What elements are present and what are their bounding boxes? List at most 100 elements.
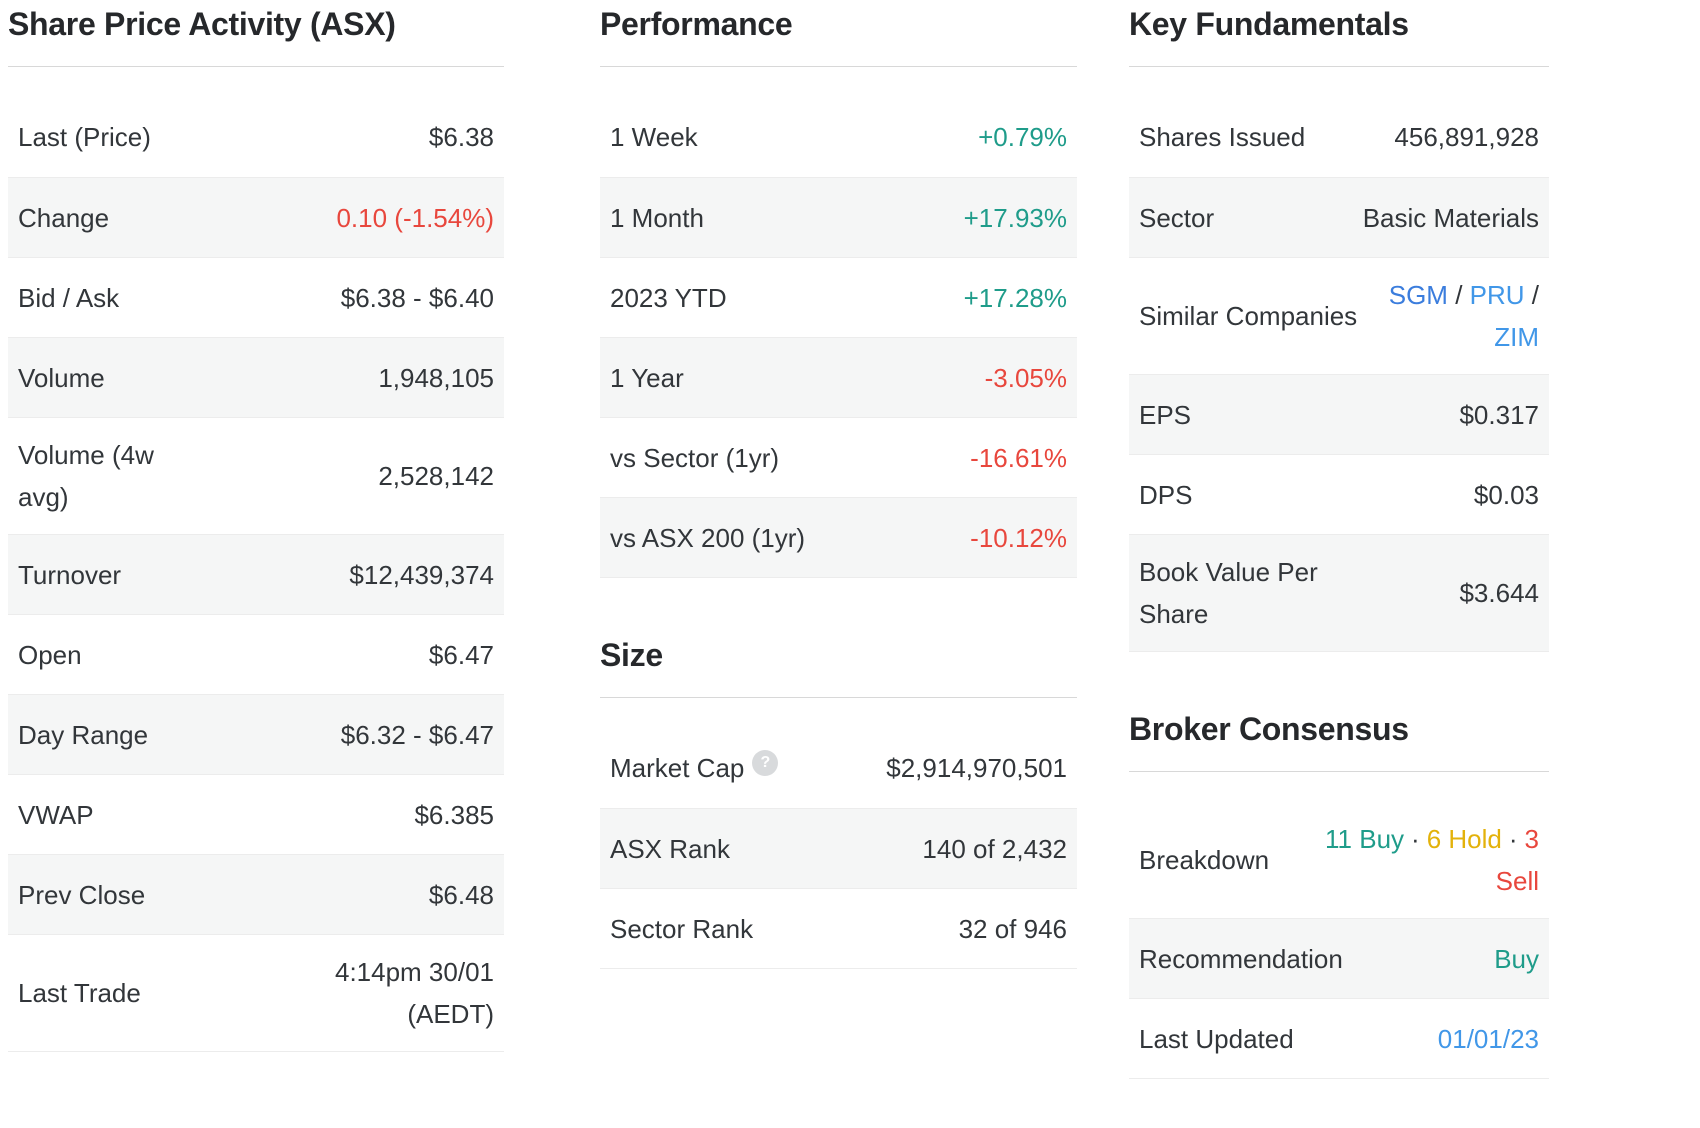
- row-label: Shares Issued: [1139, 122, 1306, 152]
- table-row: Book Value Per Share $3.644: [1129, 534, 1549, 651]
- row-label: Sector: [1139, 202, 1215, 233]
- row-label: vs Sector (1yr): [610, 442, 780, 473]
- row-value: 1,948,105: [378, 362, 494, 393]
- section-divider: [600, 697, 1077, 698]
- table-row: vs ASX 200 (1yr) -10.12%: [600, 497, 1077, 577]
- last-updated-link[interactable]: 01/01/23: [1437, 1023, 1539, 1054]
- table-row: Similar Companies SGM / PRU / ZIM: [1129, 257, 1549, 374]
- row-label: 1 Year: [610, 362, 684, 393]
- similar-company-link[interactable]: ZIM: [1494, 322, 1539, 352]
- table-row: Last Trade 4:14pm 30/01 (AEDT): [8, 934, 504, 1051]
- row-label: Turnover: [18, 559, 122, 590]
- row-label: Last Updated: [1139, 1023, 1294, 1054]
- table-row: 1 Year -3.05%: [600, 337, 1077, 417]
- similar-company-link[interactable]: PRU: [1469, 280, 1525, 310]
- size-table: Market Cap? $2,914,970,501 ASX Rank 140 …: [600, 728, 1077, 969]
- table-row: EPS $0.317: [1129, 374, 1549, 454]
- section-divider: [600, 66, 1077, 67]
- row-label: Book Value Per Share: [1139, 557, 1318, 629]
- table-row: Sector Rank 32 of 946: [600, 888, 1077, 968]
- row-label: ASX Rank: [610, 833, 730, 864]
- section-divider: [1129, 66, 1549, 67]
- table-row: Last Updated 01/01/23: [1129, 998, 1549, 1078]
- share-price-activity-column: Share Price Activity (ASX) Last (Price) …: [8, 2, 504, 1079]
- table-row: Shares Issued 456,891,928: [1129, 97, 1549, 177]
- row-value: 32 of 946: [958, 913, 1067, 944]
- row-label: Day Range: [18, 719, 149, 750]
- key-fundamentals-table: Shares Issued 456,891,928 Sector Basic M…: [1129, 97, 1549, 652]
- row-value: $0.317: [1459, 399, 1539, 430]
- table-row: Last (Price) $6.38: [8, 97, 504, 177]
- section-title: Size: [600, 637, 663, 673]
- row-value: $6.47: [428, 639, 494, 670]
- row-label: DPS: [1139, 479, 1193, 510]
- row-value: 4:14pm 30/01 (AEDT): [334, 957, 494, 1029]
- broker-consensus-section: Broker Consensus Breakdown 11 Buy · 6 Hold…: [1129, 707, 1549, 1079]
- similar-company-link[interactable]: SGM: [1388, 280, 1448, 310]
- row-value: $3.644: [1459, 578, 1539, 608]
- table-row: Volume (4w avg) 2,528,142: [8, 417, 504, 534]
- row-value: 140 of 2,432: [922, 833, 1067, 864]
- table-row: Market Cap? $2,914,970,501: [600, 728, 1077, 808]
- row-value: $6.385: [414, 799, 494, 830]
- table-row: ASX Rank 140 of 2,432: [600, 808, 1077, 888]
- broker-breakdown-value: 11 Buy · 6 Hold · 3 Sell: [1304, 818, 1539, 902]
- size-section: Size Market Cap? $2,914,970,501 ASX Rank…: [600, 633, 1077, 969]
- share-price-activity-section: Share Price Activity (ASX) Last (Price) …: [8, 2, 504, 1052]
- section-title: Broker Consensus: [1129, 711, 1409, 747]
- row-value: +17.28%: [963, 282, 1067, 313]
- row-value: Buy: [1494, 943, 1539, 974]
- section-title: Key Fundamentals: [1129, 6, 1409, 42]
- row-label: Volume: [18, 362, 105, 393]
- table-row: Day Range $6.32 - $6.47: [8, 694, 504, 774]
- key-fundamentals-section: Key Fundamentals Shares Issued 456,891,9…: [1129, 2, 1549, 652]
- section-divider: [1129, 771, 1549, 772]
- table-row: 1 Month +17.93%: [600, 177, 1077, 257]
- sell-count: 3 Sell: [1495, 824, 1539, 896]
- row-value: +0.79%: [978, 122, 1067, 152]
- section-title: Performance: [600, 6, 793, 42]
- question-mark-icon[interactable]: ?: [752, 750, 779, 776]
- link-separator: /: [1447, 280, 1470, 310]
- row-label: Prev Close: [18, 879, 146, 910]
- table-row: Breakdown 11 Buy · 6 Hold · 3 Sell: [1129, 802, 1549, 918]
- row-value: $6.32 - $6.47: [340, 719, 494, 750]
- table-row: Turnover $12,439,374: [8, 534, 504, 614]
- dot-separator: ·: [1508, 824, 1518, 854]
- table-row: Change 0.10 (-1.54%): [8, 177, 504, 257]
- similar-companies-links: SGM / PRU / ZIM: [1365, 274, 1539, 358]
- row-label: VWAP: [18, 799, 94, 830]
- row-value: -10.12%: [970, 522, 1067, 553]
- table-row: DPS $0.03: [1129, 454, 1549, 534]
- key-fundamentals-column: Key Fundamentals Shares Issued 456,891,9…: [1129, 2, 1549, 1079]
- table-row: 1 Week +0.79%: [600, 97, 1077, 177]
- table-row: Sector Basic Materials: [1129, 177, 1549, 257]
- share-price-activity-table: Last (Price) $6.38 Change 0.10 (-1.54%) …: [8, 97, 504, 1052]
- row-label: vs ASX 200 (1yr): [610, 522, 806, 553]
- row-label: Change: [18, 202, 110, 233]
- row-label: EPS: [1139, 399, 1192, 430]
- link-separator: /: [1524, 280, 1539, 310]
- row-label: Market Cap?: [610, 747, 779, 789]
- section-divider: [8, 66, 504, 67]
- table-row: Recommendation Buy: [1129, 918, 1549, 998]
- stock-overview-page: Share Price Activity (ASX) Last (Price) …: [8, 2, 1549, 1079]
- row-label: 1 Month: [610, 202, 704, 233]
- row-value: +17.93%: [963, 202, 1067, 233]
- row-label: 1 Week: [610, 122, 698, 152]
- row-value: $0.03: [1473, 479, 1539, 510]
- row-label: Sector Rank: [610, 913, 754, 944]
- row-value: 2,528,142: [378, 461, 494, 491]
- row-value: $2,914,970,501: [886, 753, 1067, 783]
- row-label: Last Trade: [18, 978, 141, 1008]
- row-value: $6.48: [428, 879, 494, 910]
- hold-count: 6 Hold: [1426, 824, 1502, 854]
- row-label-text: Market Cap: [610, 753, 745, 783]
- row-value: $6.38: [428, 122, 494, 152]
- row-label: Open: [18, 639, 82, 670]
- table-row: Bid / Ask $6.38 - $6.40: [8, 257, 504, 337]
- performance-section: Performance 1 Week +0.79% 1 Month +17.93…: [600, 2, 1077, 578]
- row-label: Breakdown: [1139, 845, 1270, 875]
- table-row: Prev Close $6.48: [8, 854, 504, 934]
- row-label: Volume (4w avg): [18, 440, 154, 512]
